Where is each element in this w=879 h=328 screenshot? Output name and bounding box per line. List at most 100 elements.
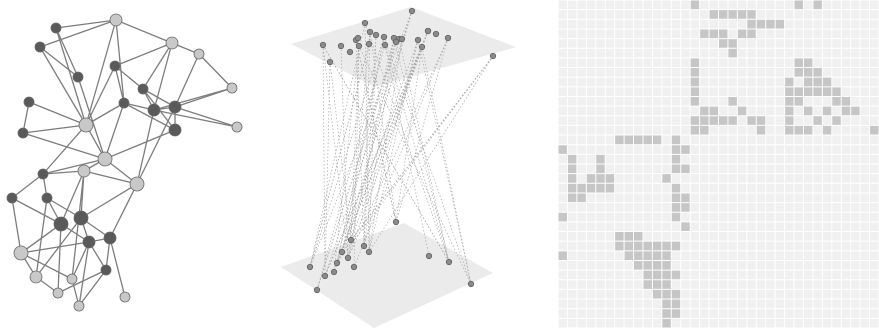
matrix-cell-filled [803,77,813,87]
network-edge [11,197,62,225]
network-edge [42,124,87,175]
network-node [147,103,161,117]
network-edge [115,19,173,44]
network-edge [71,170,85,280]
network-edge [78,269,107,307]
network-edge [174,106,238,128]
matrix-cell-filled [661,289,672,300]
network-node [73,210,89,226]
network-edge [109,237,126,298]
matrix-cells [558,0,879,328]
network-edge [136,109,155,185]
network-node [29,270,43,284]
network-edge [28,101,87,126]
matrix-cell-filled [661,270,672,280]
lower-layer-nodes [306,218,475,294]
matrix-cell-filled [614,231,625,242]
lower-layer-node [347,236,355,244]
network-edge [78,241,90,307]
network-edge [35,217,82,278]
interlayer-edge [336,39,419,264]
matrix-cell-filled [803,67,813,78]
interlayer-edge [333,30,429,273]
matrix-cell-filled [567,183,577,193]
matrix-cell-filled [680,202,691,213]
upper-layer-node [380,33,388,41]
interlayer-edge [324,30,429,277]
matrix-grid [558,0,879,328]
matrix-cell-filled [633,260,643,271]
matrix-cell-filled [595,173,606,184]
matrix-cell-filled [794,0,804,10]
matrix-cell-filled [784,115,795,126]
matrix-cell-filled [595,183,606,193]
matrix-cell-filled [841,106,851,116]
network-edge [71,241,90,280]
matrix-cell-filled [671,164,681,174]
upper-layer-node [361,19,369,27]
network-edge [22,132,106,160]
interlayer-edge [395,46,423,223]
network-node [50,22,62,34]
lower-layer-node [338,248,346,256]
network-edge [20,252,73,280]
interlayer-edges [309,10,494,291]
matrix-cell-filled [831,96,842,107]
matrix-cell-filled [642,135,653,145]
upper-layer-node [489,52,497,60]
network-edge [153,42,173,111]
interlayer-edge [347,31,371,259]
network-edge [80,183,138,219]
network-diagram [6,13,243,312]
matrix-cell-filled [624,250,634,261]
matrix-cell-filled [690,57,700,68]
interlayer-edge [395,37,449,223]
matrix-cell-filled [558,144,568,155]
matrix-cell-filled [690,86,700,97]
matrix-cell-filled [831,115,842,126]
matrix-cell-filled [671,212,681,222]
interlayer-edge [353,45,360,268]
upper-layer-node [398,35,406,43]
interlayer-edge [340,45,349,259]
matrix-cell-filled [614,135,625,145]
matrix-cell-filled [727,38,738,49]
network-edge [77,76,106,160]
matrix-cell-filled [699,115,710,126]
matrix-cell-filled [746,28,757,39]
interlayer-edge [384,44,450,263]
matrix-cell-filled [812,0,823,10]
network-edge [42,158,106,175]
interlayer-edge [364,22,450,263]
network-edge [11,173,44,199]
lower-layer-node [360,242,368,250]
network-edge [39,46,79,78]
network-node [78,117,94,133]
network-edge [153,87,233,111]
network-edge [198,53,233,89]
interlayer-edge [322,44,326,277]
matrix-cell-filled [642,279,653,290]
matrix-cell-filled [794,125,804,136]
network-node [165,36,179,50]
matrix-cell-filled [841,96,851,107]
matrix-cell-filled [605,183,615,193]
matrix-cell-filled [642,241,653,251]
interlayer-edge [363,34,377,247]
matrix-cell-filled [642,250,653,261]
network-node [66,273,78,285]
matrix-cell-filled [775,19,785,29]
network-edge [83,170,138,185]
matrix-cell-filled [576,183,587,193]
upper-layer-node [424,27,432,35]
matrix-cell-filled [784,96,795,107]
upper-layer-node [365,40,373,48]
interlayer-edge [333,45,360,273]
network-node [109,60,121,72]
upper-layer-node [337,42,345,50]
matrix-cell-filled [822,77,832,87]
matrix-cell-filled [614,241,625,251]
matrix-cell-filled [699,28,710,39]
network-node [193,48,205,60]
matrix-cell-filled [652,289,662,300]
